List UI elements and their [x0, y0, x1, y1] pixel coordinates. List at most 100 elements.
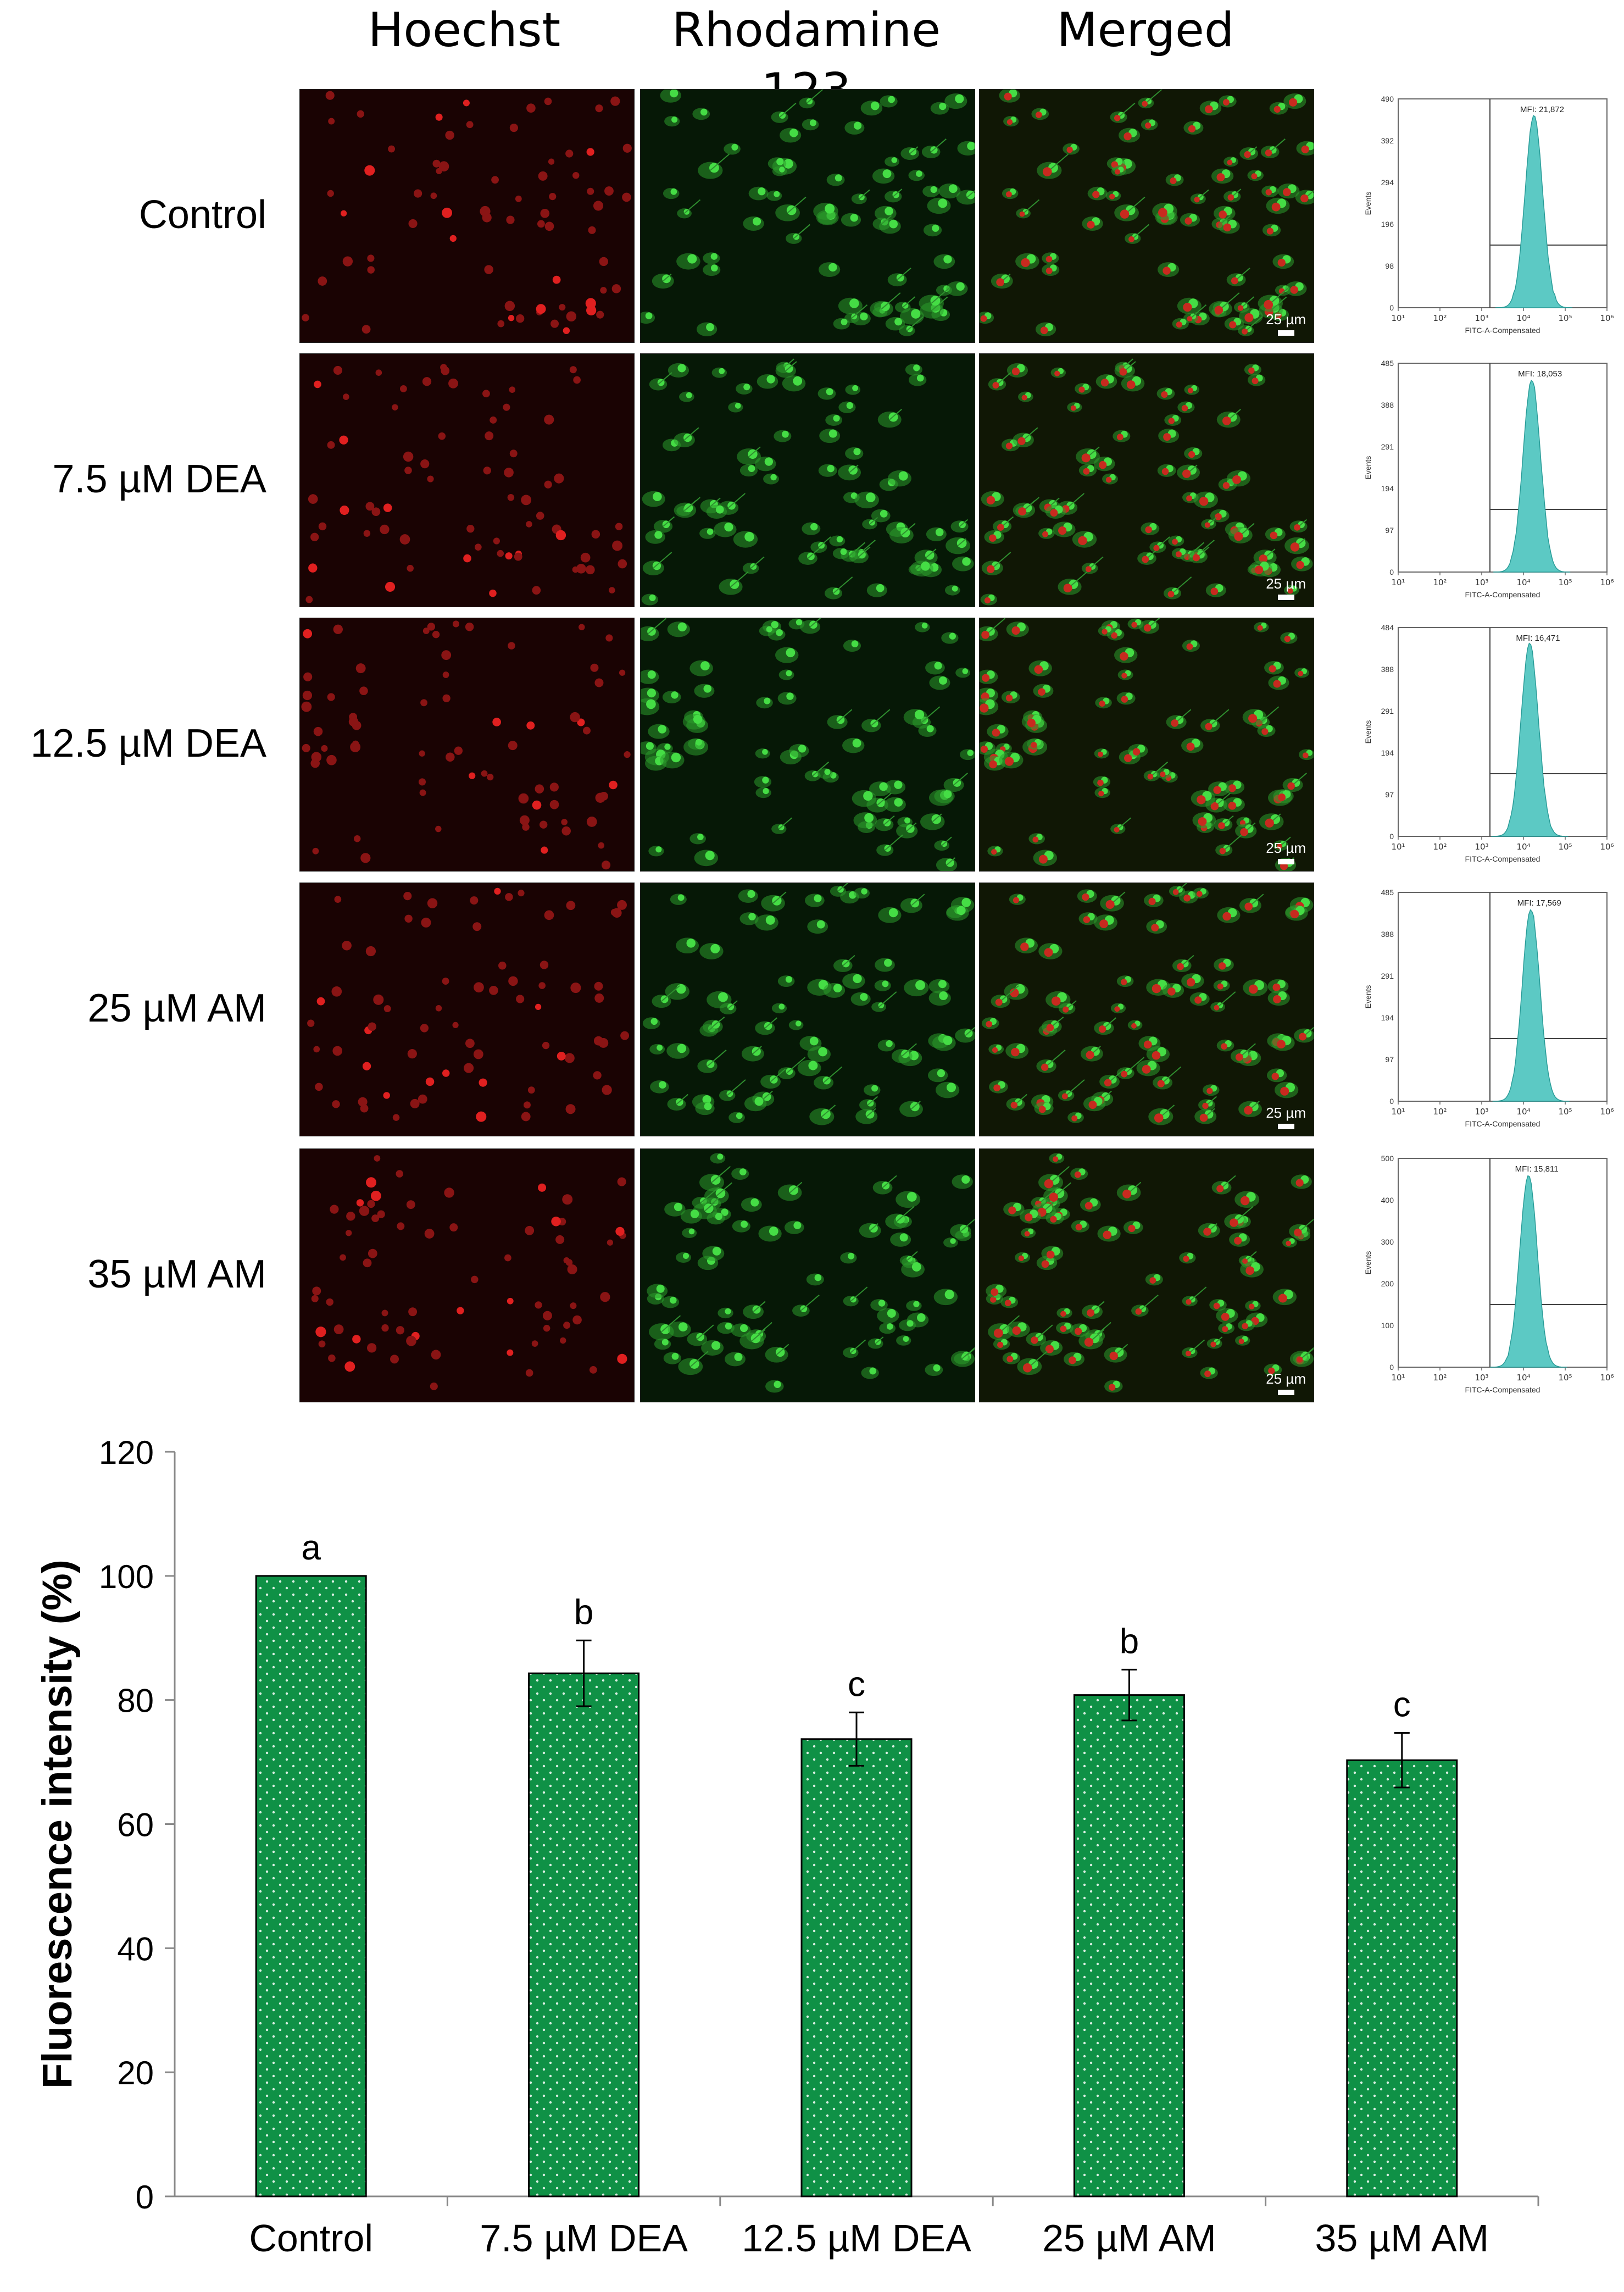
- scale-bar-label: 25 µm: [1266, 575, 1306, 592]
- histogram-ylabel: Events: [1364, 192, 1372, 215]
- histogram-ytick: 291: [1381, 972, 1394, 980]
- histogram-ylabel: Events: [1364, 985, 1372, 1009]
- significance-letter: b: [1120, 1621, 1139, 1661]
- histogram-ylabel: Events: [1364, 1251, 1372, 1275]
- histogram-ytick: 194: [1381, 748, 1394, 757]
- histogram-xtick: 10²: [1433, 313, 1447, 323]
- column-header-merged: Merged: [1056, 3, 1234, 58]
- scale-bar-line: [1277, 859, 1294, 864]
- histogram-peak: [1491, 642, 1569, 837]
- x-tick-label: 7.5 µM DEA: [480, 2217, 688, 2260]
- histogram-xtick: 10²: [1433, 842, 1447, 852]
- flow-histogram: 490 392 294 196 98 0 Events 10¹ 10² 10³ 10⁴ 10⁵ 10⁶ F…: [1364, 93, 1618, 335]
- merged-image: 25 µm: [979, 883, 1314, 1136]
- row-label: Control: [138, 193, 266, 237]
- scale-bar-label: 25 µm: [1266, 1105, 1306, 1121]
- histogram-ytick: 294: [1381, 178, 1394, 187]
- bar: [1073, 1694, 1185, 2197]
- y-tick-label: 0: [136, 2179, 154, 2216]
- scale-bar: 25 µm: [1266, 1105, 1306, 1129]
- histogram-xlabel: FITC-A-Compensated: [1465, 326, 1540, 335]
- histogram-ytick: 484: [1381, 623, 1394, 632]
- histogram-ytick: 97: [1385, 526, 1394, 535]
- x-tick-label: Control: [249, 2217, 373, 2260]
- histogram-xtick: 10⁶: [1600, 842, 1614, 852]
- flow-histogram: 485 388 291 194 97 0 Events 10¹ 10² 10³ 10⁴ 10⁵ 10⁶ F…: [1364, 358, 1618, 600]
- scale-bar: 25 µm: [1266, 840, 1306, 864]
- histogram-xtick: 10⁴: [1516, 578, 1530, 587]
- histogram-ytick: 0: [1389, 1363, 1394, 1372]
- mfi-label: MFI: 16,471: [1516, 634, 1560, 643]
- mfi-label: MFI: 17,569: [1517, 898, 1561, 908]
- histogram-ytick: 500: [1381, 1154, 1394, 1163]
- histogram-ytick: 0: [1389, 568, 1394, 576]
- bar: [800, 1738, 913, 2197]
- histogram-xtick: 10¹: [1391, 842, 1405, 852]
- scale-bar: 25 µm: [1266, 311, 1306, 336]
- histogram-xtick: 10³: [1475, 1107, 1488, 1117]
- merged-image: 25 µm: [979, 89, 1314, 343]
- flow-histogram: 500 400 300 200 100 0 Events 10¹ 10² 10³ 10⁴ 10⁵ 10⁶…: [1364, 1153, 1618, 1395]
- merged-image: 25 µm: [979, 353, 1314, 607]
- histogram-ylabel: Events: [1364, 456, 1372, 480]
- histogram-xtick: 10⁵: [1558, 313, 1572, 323]
- merged-image: 25 µm: [979, 1148, 1314, 1402]
- histogram-xtick: 10⁵: [1558, 842, 1572, 852]
- histogram-ytick: 0: [1389, 832, 1394, 841]
- hoechst-image: [299, 353, 635, 607]
- hoechst-image: [299, 618, 635, 872]
- histogram-xtick: 10⁶: [1600, 1107, 1614, 1117]
- histogram-xtick: 10³: [1475, 1373, 1488, 1383]
- scale-bar: 25 µm: [1266, 575, 1306, 600]
- histogram-ytick: 100: [1381, 1321, 1394, 1330]
- histogram-xtick: 10²: [1433, 1107, 1447, 1117]
- scale-bar-line: [1277, 330, 1294, 336]
- rhodamine-image: [640, 1148, 975, 1402]
- scale-bar-label: 25 µm: [1266, 311, 1306, 328]
- mfi-label: MFI: 21,872: [1520, 105, 1564, 114]
- y-tick-label: 120: [99, 1434, 154, 1471]
- histogram-ytick: 490: [1381, 95, 1394, 103]
- histogram-ytick: 196: [1381, 220, 1394, 229]
- y-tick-label: 20: [117, 2055, 154, 2091]
- scale-bar-label: 25 µm: [1266, 840, 1306, 856]
- histogram-ytick: 0: [1389, 303, 1394, 312]
- flow-histogram: 484 388 291 194 97 0 Events 10¹ 10² 10³ 10⁴ 10⁵ 10⁶ F…: [1364, 622, 1618, 864]
- histogram-xtick: 10⁴: [1516, 313, 1530, 323]
- scale-bar-line: [1277, 595, 1294, 600]
- histogram-ytick: 200: [1381, 1279, 1394, 1288]
- row-label: 35 µM AM: [87, 1252, 266, 1296]
- mfi-label: MFI: 18,053: [1518, 369, 1562, 379]
- significance-letter: c: [1393, 1685, 1411, 1724]
- histogram-ytick: 388: [1381, 401, 1394, 409]
- hoechst-image: [299, 89, 635, 343]
- significance-letter: b: [574, 1592, 594, 1631]
- bar: [528, 1672, 640, 2197]
- histogram-xtick: 10¹: [1391, 578, 1405, 587]
- histogram-ytick: 194: [1381, 1013, 1394, 1022]
- x-tick-label: 25 µM AM: [1042, 2217, 1216, 2260]
- y-tick-label: 40: [117, 1930, 154, 1967]
- row-label: 25 µM AM: [87, 986, 266, 1030]
- y-tick-label: 100: [99, 1558, 154, 1595]
- histogram-ytick: 388: [1381, 930, 1394, 939]
- fluorescence-bar-chart: 0 20 40 60 80 100 120 Fluorescence intensity (%…: [34, 1434, 1539, 2260]
- histogram-xtick: 10¹: [1391, 1373, 1405, 1383]
- histogram-xtick: 10⁶: [1600, 578, 1614, 587]
- histogram-ytick: 291: [1381, 442, 1394, 451]
- scale-bar: 25 µm: [1266, 1370, 1306, 1395]
- significance-letter: a: [301, 1528, 321, 1567]
- mfi-label: MFI: 15,811: [1515, 1164, 1559, 1174]
- histogram-xlabel: FITC-A-Compensated: [1465, 590, 1540, 599]
- histogram-xtick: 10⁶: [1600, 313, 1614, 323]
- merged-image: 25 µm: [979, 618, 1314, 872]
- histogram-peak: [1495, 115, 1572, 308]
- histogram-peak: [1490, 1175, 1567, 1368]
- y-tick-label: 80: [117, 1683, 154, 1719]
- histogram-xtick: 10³: [1475, 313, 1488, 323]
- scale-bar-line: [1277, 1124, 1294, 1129]
- hoechst-image: [299, 1148, 635, 1402]
- significance-letter: c: [848, 1664, 865, 1703]
- histogram-ytick: 97: [1385, 790, 1394, 799]
- histogram-xtick: 10¹: [1391, 313, 1405, 323]
